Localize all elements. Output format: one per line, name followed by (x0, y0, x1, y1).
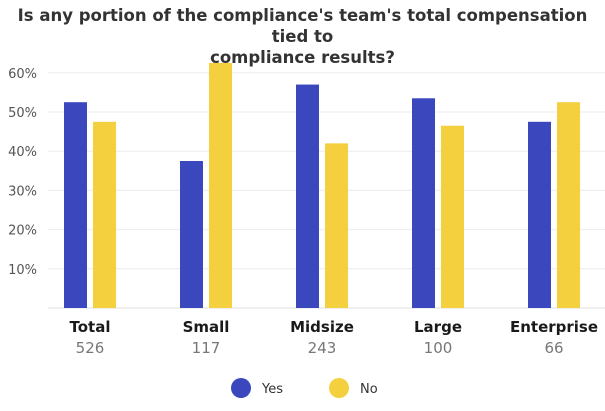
y-tick-label: 30% (8, 184, 37, 199)
y-tick-label: 20% (8, 224, 37, 239)
category-count: 243 (308, 339, 337, 357)
bar-yes-enterprise (528, 121, 551, 308)
category-label: Total (70, 318, 111, 336)
y-tick-label: 40% (8, 145, 37, 160)
y-tick-label: 10% (8, 263, 37, 278)
chart-title-line-1: Is any portion of the compliance's team'… (17, 6, 588, 46)
category-count: 117 (192, 339, 221, 357)
category-label: Large (414, 318, 462, 336)
bar-no-total (93, 121, 116, 308)
bar-yes-midsize (296, 84, 319, 308)
category-label: Enterprise (510, 318, 598, 336)
category-label: Small (183, 318, 230, 336)
bar-no-enterprise (557, 102, 580, 308)
bar-yes-total (64, 102, 87, 308)
category-count: 526 (76, 339, 105, 357)
chart-title-line-2: compliance results? (210, 48, 395, 67)
category-count: 66 (544, 339, 563, 357)
bar-yes-large (412, 98, 435, 308)
y-tick-label: 50% (8, 106, 37, 121)
chart-title: Is any portion of the compliance's team'… (0, 5, 605, 68)
category-count: 100 (424, 339, 453, 357)
legend-marker-yes (231, 378, 251, 398)
bar-no-midsize (325, 143, 348, 308)
y-tick-label: 60% (8, 67, 37, 82)
bar-no-large (441, 125, 464, 308)
category-label: Midsize (290, 318, 354, 336)
bar-yes-small (180, 161, 203, 308)
bar-no-small (209, 63, 232, 308)
legend-label-no: No (360, 382, 378, 397)
legend-label-yes: Yes (261, 382, 283, 397)
legend-marker-no (329, 378, 349, 398)
